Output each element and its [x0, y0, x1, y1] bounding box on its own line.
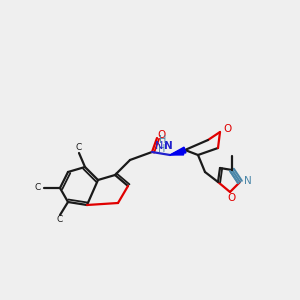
Text: C: C	[57, 215, 63, 224]
Text: H: H	[158, 144, 166, 154]
Text: O: O	[223, 124, 231, 134]
Text: N: N	[244, 176, 252, 186]
Polygon shape	[170, 149, 184, 155]
Text: C: C	[76, 143, 82, 152]
Text: H: H	[159, 135, 167, 145]
Text: O: O	[227, 193, 235, 203]
Text: O: O	[158, 130, 166, 140]
Text: N: N	[155, 141, 163, 151]
Text: C: C	[35, 184, 41, 193]
Text: N: N	[164, 141, 172, 151]
Polygon shape	[170, 147, 186, 155]
